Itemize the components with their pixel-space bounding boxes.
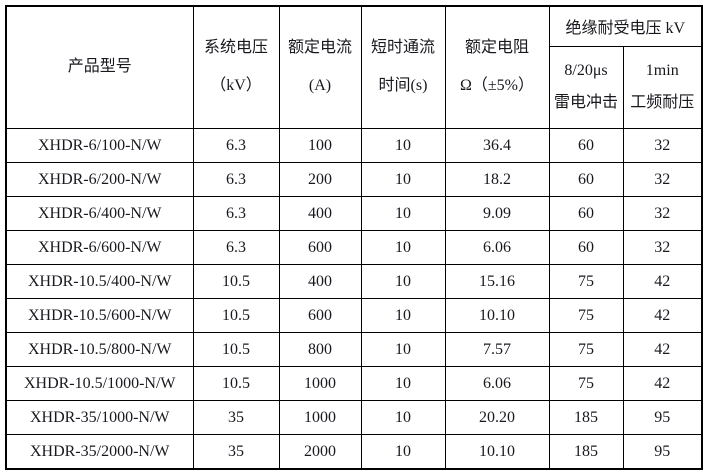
table-row: XHDR-10.5/1000-N/W 10.5 1000 10 6.06 75 … xyxy=(5,365,703,401)
table-row: XHDR-10.5/800-N/W 10.5 800 10 7.57 75 42 xyxy=(5,331,703,367)
cell-resistance: 10.10 xyxy=(444,297,550,333)
cell-model: XHDR-6/400-N/W xyxy=(5,195,194,231)
cell-time: 10 xyxy=(360,263,446,299)
table-row: XHDR-35/1000-N/W 35 1000 10 20.20 185 95 xyxy=(5,399,703,435)
cell-impulse: 75 xyxy=(548,365,624,401)
cell-current: 1000 xyxy=(278,399,362,435)
cell-time: 10 xyxy=(360,297,446,333)
cell-model: XHDR-10.5/600-N/W xyxy=(5,297,194,333)
cell-time: 10 xyxy=(360,365,446,401)
cell-impulse: 75 xyxy=(548,331,624,367)
col-header-short-time: 短时通流 时间(s) xyxy=(360,5,446,129)
cell-time: 10 xyxy=(360,399,446,435)
cell-model: XHDR-6/100-N/W xyxy=(5,127,194,163)
cell-current: 400 xyxy=(278,263,362,299)
cell-current: 2000 xyxy=(278,433,362,469)
cell-resistance: 7.57 xyxy=(444,331,550,367)
table-row: XHDR-6/100-N/W 6.3 100 10 36.4 60 32 xyxy=(5,127,703,163)
cell-model: XHDR-10.5/800-N/W xyxy=(5,331,194,367)
cell-resistance: 15.16 xyxy=(444,263,550,299)
col-header-system-voltage: 系统电压 （kV） xyxy=(192,5,280,129)
cell-impulse: 185 xyxy=(548,433,624,469)
cell-current: 600 xyxy=(278,297,362,333)
cell-resistance: 10.10 xyxy=(444,433,550,469)
cell-model: XHDR-6/200-N/W xyxy=(5,161,194,197)
cell-time: 10 xyxy=(360,127,446,163)
cell-current: 1000 xyxy=(278,365,362,401)
table-row: XHDR-6/200-N/W 6.3 200 10 18.2 60 32 xyxy=(5,161,703,197)
cell-voltage: 35 xyxy=(192,433,280,469)
col-header-lightning-impulse: 8/20μs 雷电冲击 xyxy=(548,45,624,129)
table-row: XHDR-35/2000-N/W 35 2000 10 10.10 185 95 xyxy=(5,433,703,469)
cell-current: 400 xyxy=(278,195,362,231)
table-row: XHDR-10.5/600-N/W 10.5 600 10 10.10 75 4… xyxy=(5,297,703,333)
cell-voltage: 6.3 xyxy=(192,161,280,197)
col-header-insulation-group: 绝缘耐受电压 kV xyxy=(548,5,703,47)
header-row-sub: 8/20μs 雷电冲击 1min 工频耐压 xyxy=(6,45,703,129)
table-row: XHDR-6/600-N/W 6.3 600 10 6.06 60 32 xyxy=(5,229,703,265)
cell-resistance: 20.20 xyxy=(444,399,550,435)
cell-impulse: 60 xyxy=(548,127,624,163)
cell-impulse: 60 xyxy=(548,229,624,265)
cell-model: XHDR-6/600-N/W xyxy=(5,229,194,265)
cell-frequency: 42 xyxy=(622,365,703,401)
col-header-power-frequency: 1min 工频耐压 xyxy=(622,45,703,129)
cell-current: 200 xyxy=(278,161,362,197)
cell-voltage: 10.5 xyxy=(192,365,280,401)
header-row-top: 产品型号 系统电压 （kV） 额定电流 (A) 短时通流 时间(s) 额定电阻 … xyxy=(5,5,703,129)
cell-resistance: 6.06 xyxy=(444,365,550,401)
cell-frequency: 32 xyxy=(622,195,703,231)
cell-voltage: 35 xyxy=(192,399,280,435)
cell-resistance: 6.06 xyxy=(444,229,550,265)
cell-model: XHDR-10.5/1000-N/W xyxy=(5,365,194,401)
cell-frequency: 42 xyxy=(622,297,703,333)
cell-time: 10 xyxy=(360,433,446,469)
col-header-product-model: 产品型号 xyxy=(5,5,194,129)
cell-voltage: 10.5 xyxy=(192,297,280,333)
col-header-rated-current: 额定电流 (A) xyxy=(278,5,362,129)
cell-frequency: 32 xyxy=(622,229,703,265)
cell-voltage: 6.3 xyxy=(192,229,280,265)
product-spec-table: 产品型号 系统电压 （kV） 额定电流 (A) 短时通流 时间(s) 额定电阻 … xyxy=(5,5,703,470)
cell-voltage: 6.3 xyxy=(192,127,280,163)
cell-resistance: 36.4 xyxy=(444,127,550,163)
cell-frequency: 95 xyxy=(622,399,703,435)
cell-voltage: 10.5 xyxy=(192,263,280,299)
cell-time: 10 xyxy=(360,229,446,265)
cell-frequency: 32 xyxy=(622,127,703,163)
table-row: XHDR-6/400-N/W 6.3 400 10 9.09 60 32 xyxy=(5,195,703,231)
cell-model: XHDR-35/1000-N/W xyxy=(5,399,194,435)
table-row: XHDR-10.5/400-N/W 10.5 400 10 15.16 75 4… xyxy=(5,263,703,299)
cell-model: XHDR-35/2000-N/W xyxy=(5,433,194,469)
cell-time: 10 xyxy=(360,331,446,367)
cell-model: XHDR-10.5/400-N/W xyxy=(5,263,194,299)
cell-resistance: 18.2 xyxy=(444,161,550,197)
cell-frequency: 32 xyxy=(622,161,703,197)
cell-impulse: 60 xyxy=(548,161,624,197)
cell-frequency: 42 xyxy=(622,331,703,367)
col-header-rated-resistance: 额定电阻 Ω（±5%） xyxy=(444,5,550,129)
cell-impulse: 75 xyxy=(548,297,624,333)
cell-impulse: 185 xyxy=(548,399,624,435)
cell-time: 10 xyxy=(360,195,446,231)
cell-current: 600 xyxy=(278,229,362,265)
cell-frequency: 95 xyxy=(622,433,703,469)
cell-resistance: 9.09 xyxy=(444,195,550,231)
cell-current: 800 xyxy=(278,331,362,367)
cell-current: 100 xyxy=(278,127,362,163)
cell-impulse: 75 xyxy=(548,263,624,299)
cell-impulse: 60 xyxy=(548,195,624,231)
cell-voltage: 6.3 xyxy=(192,195,280,231)
cell-frequency: 42 xyxy=(622,263,703,299)
cell-voltage: 10.5 xyxy=(192,331,280,367)
cell-time: 10 xyxy=(360,161,446,197)
